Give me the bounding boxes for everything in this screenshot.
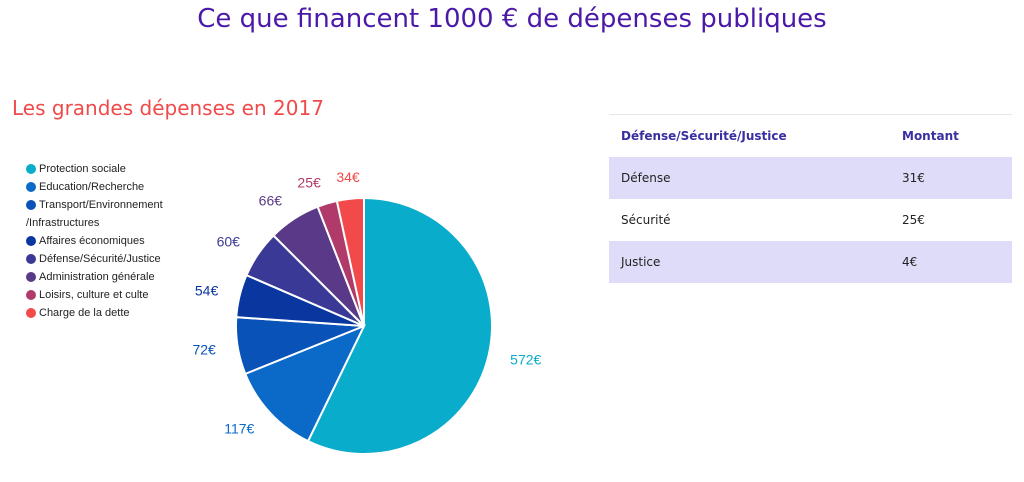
legend-item-loisirs-culture-culte[interactable]: Loisirs, culture et culte (26, 286, 206, 304)
section-title: Les grandes dépenses en 2017 (12, 96, 324, 120)
table-cell-label: Justice (609, 241, 890, 283)
legend-label: Loisirs, culture et culte (39, 289, 149, 301)
pie-data-label: 25€ (297, 174, 321, 190)
legend-item-charge-de-la-dette[interactable]: Charge de la dette (26, 304, 206, 322)
table-row: Justice 4€ (609, 241, 1012, 283)
pie-data-label: 66€ (259, 192, 283, 208)
legend-marker (26, 272, 36, 282)
legend-label: Protection sociale (39, 163, 126, 175)
table-header-category: Défense/Sécurité/Justice (621, 129, 787, 143)
pie-data-label: 72€ (192, 341, 216, 357)
legend-item-protection-sociale[interactable]: Protection sociale (26, 160, 206, 178)
pie-slice[interactable] (335, 196, 365, 327)
table-cell-amount: 25€ (902, 213, 925, 227)
legend-marker (26, 290, 36, 300)
pie-slice[interactable] (306, 196, 493, 455)
pie-data-label: 572€ (510, 352, 541, 368)
pie-data-label: 117€ (224, 420, 254, 436)
chart-legend: Protection sociale Education/Recherche T… (26, 160, 206, 322)
pie-data-label: 34€ (336, 169, 360, 185)
legend-marker (26, 254, 36, 264)
table-header-montant: Montant (902, 129, 959, 143)
legend-item-affaires-economiques[interactable]: Affaires économiques (26, 232, 206, 250)
legend-item-education-recherche[interactable]: Education/Recherche (26, 178, 206, 196)
legend-label: Défense/Sécurité/Justice (39, 253, 161, 265)
pie-data-label: 60€ (217, 234, 241, 250)
legend-item-defense-securite-justice[interactable]: Défense/Sécurité/Justice (26, 250, 206, 268)
pie-data-label: 54€ (195, 283, 219, 299)
pie-chart: 572€ 117€ 72€ 54€ 60€ 66€ 25€ 34€ (192, 169, 542, 455)
legend-label: Education/Recherche (39, 181, 145, 193)
table-row: Défense 31€ (609, 157, 1012, 199)
defense-table: Défense/Sécurité/Justice Montant Défense… (609, 114, 1012, 283)
legend-marker (26, 200, 36, 210)
table-cell-label: Défense (609, 157, 890, 199)
legend-marker (26, 164, 36, 174)
legend-label: Charge de la dette (39, 307, 130, 319)
legend-item-transport[interactable]: Transport/Environnement /Infrastructures (26, 196, 206, 232)
legend-item-administration-generale[interactable]: Administration générale (26, 268, 206, 286)
legend-label: Administration générale (39, 271, 155, 283)
table-cell-label: Sécurité (621, 213, 671, 227)
table-header-row: Défense/Sécurité/Justice Montant (609, 115, 1012, 158)
table-cell-amount: 4€ (890, 241, 1012, 283)
legend-marker (26, 308, 36, 318)
legend-marker (26, 236, 36, 246)
pie-slice[interactable] (243, 324, 367, 443)
legend-label: Transport/Environnement /Infrastructures (26, 199, 163, 229)
table-cell-amount: 31€ (890, 157, 1012, 199)
page-title: Ce que financent 1000 € de dépenses publ… (197, 4, 827, 34)
legend-label: Affaires économiques (39, 235, 145, 247)
legend-marker (26, 182, 36, 192)
table-row: Sécurité 25€ (609, 199, 1012, 241)
